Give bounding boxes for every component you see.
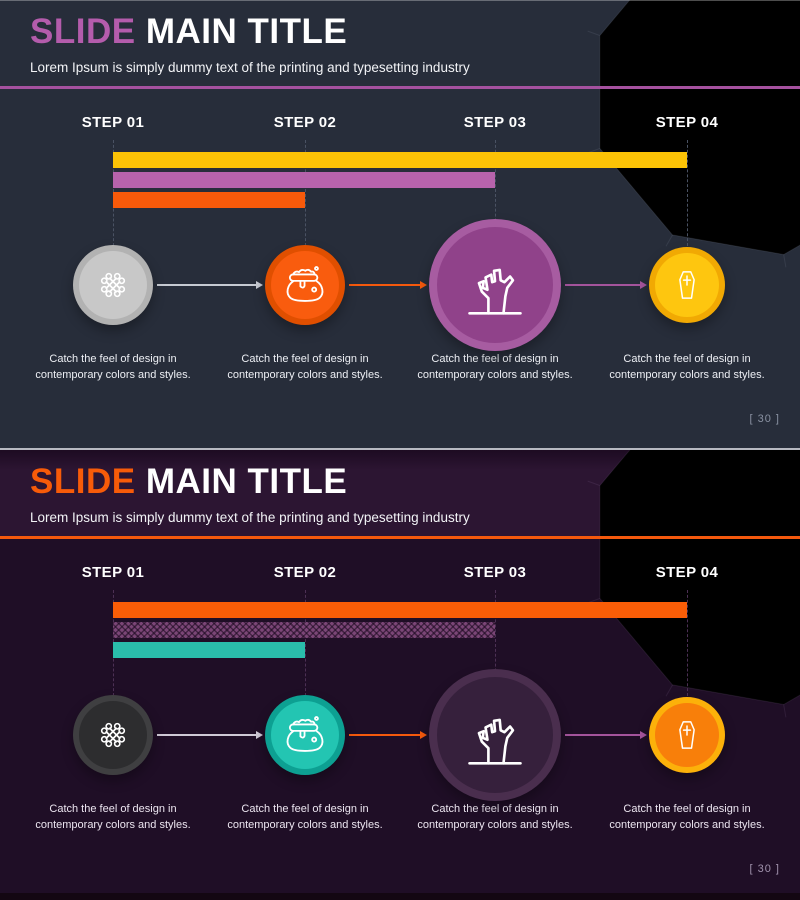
step-label-1: STEP 01 — [81, 564, 145, 581]
step-description-2: Catch the feel of design in contemporary… — [227, 353, 383, 381]
title-rest: MAIN TITLE — [145, 462, 348, 501]
slide-separator — [0, 448, 800, 450]
connector-arrow-2 — [349, 281, 427, 289]
step-label-2: STEP 02 — [273, 564, 337, 581]
step-description-2: Catch the feel of design in contemporary… — [227, 803, 383, 831]
step-circle-3 — [429, 669, 561, 801]
timeline-bar-3 — [113, 192, 305, 208]
step-circle-1 — [73, 245, 153, 325]
step-guide-line — [495, 140, 496, 246]
page-title: SLIDE MAIN TITLE — [30, 12, 347, 52]
connector-arrow-3 — [565, 731, 647, 739]
timeline-bar-1 — [113, 602, 687, 618]
title-rest: MAIN TITLE — [145, 12, 348, 51]
connector-arrow-3 — [565, 281, 647, 289]
timeline-bar-1 — [113, 152, 687, 168]
top-edge-line — [0, 0, 800, 1]
step-circle-4 — [649, 697, 725, 773]
header-divider — [0, 86, 800, 89]
slide-1[interactable]: SLIDE MAIN TITLE Lorem Ipsum is simply d… — [0, 0, 800, 448]
step-circle-2 — [265, 695, 345, 775]
subtitle: Lorem Ipsum is simply dummy text of the … — [30, 510, 470, 525]
connector-arrow-1 — [157, 731, 263, 739]
cauldron-icon — [283, 263, 327, 307]
step-description-3: Catch the feel of design in contemporary… — [417, 803, 573, 831]
connector-arrow-1 — [157, 281, 263, 289]
crossbones-icon — [93, 715, 133, 755]
step-guide-line — [305, 140, 306, 246]
step-label-4: STEP 04 — [655, 564, 719, 581]
step-label-3: STEP 03 — [463, 564, 527, 581]
header-divider — [0, 536, 800, 539]
step-description-1: Catch the feel of design in contemporary… — [35, 353, 191, 381]
step-description-1: Catch the feel of design in contemporary… — [35, 803, 191, 831]
slide-1-header: SLIDE MAIN TITLE Lorem Ipsum is simply d… — [0, 0, 800, 86]
coffin-icon — [669, 267, 705, 303]
page-number: [ 30 ] — [749, 413, 780, 425]
timeline-bar-2 — [113, 622, 495, 638]
step-circle-1 — [73, 695, 153, 775]
title-accent: SLIDE — [30, 462, 136, 501]
page-title: SLIDE MAIN TITLE — [30, 462, 347, 502]
step-description-3: Catch the feel of design in contemporary… — [417, 353, 573, 381]
zombie-hand-icon — [462, 702, 528, 768]
step-description-4: Catch the feel of design in contemporary… — [609, 353, 765, 381]
page-number: [ 30 ] — [749, 863, 780, 875]
step-guide-line — [495, 590, 496, 696]
step-circle-4 — [649, 247, 725, 323]
cauldron-icon — [283, 713, 327, 757]
step-circle-3 — [429, 219, 561, 351]
zombie-hand-icon — [462, 252, 528, 318]
step-guide-line — [687, 590, 688, 696]
subtitle: Lorem Ipsum is simply dummy text of the … — [30, 60, 470, 75]
step-description-4: Catch the feel of design in contemporary… — [609, 803, 765, 831]
step-circle-2 — [265, 245, 345, 325]
step-guide-line — [305, 590, 306, 696]
slide-2[interactable]: SLIDE MAIN TITLE Lorem Ipsum is simply d… — [0, 450, 800, 900]
crossbones-icon — [93, 265, 133, 305]
step-guide-line — [687, 140, 688, 246]
timeline-bar-3 — [113, 642, 305, 658]
timeline-bar-2 — [113, 172, 495, 188]
step-label-2: STEP 02 — [273, 114, 337, 131]
connector-arrow-2 — [349, 731, 427, 739]
coffin-icon — [669, 717, 705, 753]
title-accent: SLIDE — [30, 12, 136, 51]
bottom-strip — [0, 893, 800, 900]
step-label-4: STEP 04 — [655, 114, 719, 131]
step-label-1: STEP 01 — [81, 114, 145, 131]
step-label-3: STEP 03 — [463, 114, 527, 131]
